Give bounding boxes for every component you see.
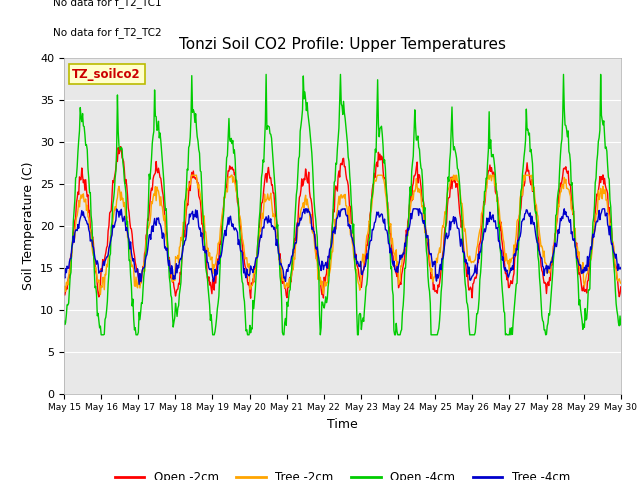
Tree -4cm bbox=[617, 264, 625, 270]
Open -4cm bbox=[214, 300, 222, 306]
Open -2cm bbox=[247, 295, 255, 301]
Tree -2cm bbox=[185, 184, 193, 190]
Open -4cm bbox=[262, 72, 270, 77]
Tree -2cm bbox=[428, 266, 436, 272]
Open -2cm bbox=[60, 284, 68, 289]
Open -2cm bbox=[412, 170, 419, 176]
Tree -4cm bbox=[428, 257, 436, 263]
Line: Tree -4cm: Tree -4cm bbox=[64, 209, 621, 285]
Open -2cm bbox=[70, 225, 78, 231]
Y-axis label: Soil Temperature (C): Soil Temperature (C) bbox=[22, 161, 35, 290]
Tree -2cm bbox=[60, 289, 68, 295]
Tree -4cm bbox=[60, 272, 68, 277]
Line: Open -2cm: Open -2cm bbox=[64, 147, 621, 298]
Open -2cm bbox=[617, 284, 625, 290]
Tree -2cm bbox=[97, 292, 104, 298]
Title: Tonzi Soil CO2 Profile: Upper Temperatures: Tonzi Soil CO2 Profile: Upper Temperatur… bbox=[179, 37, 506, 52]
Tree -2cm bbox=[617, 280, 625, 286]
Tree -2cm bbox=[188, 172, 196, 178]
Tree -4cm bbox=[127, 250, 135, 255]
Tree -2cm bbox=[412, 186, 419, 192]
Line: Tree -2cm: Tree -2cm bbox=[64, 175, 621, 295]
Open -2cm bbox=[128, 232, 136, 238]
Line: Open -4cm: Open -4cm bbox=[64, 74, 621, 335]
Text: No data for f_T2_TC1: No data for f_T2_TC1 bbox=[53, 0, 161, 8]
Tree -2cm bbox=[70, 239, 78, 245]
Open -4cm bbox=[617, 322, 625, 328]
Open -4cm bbox=[70, 207, 78, 213]
Open -4cm bbox=[185, 144, 193, 150]
Open -4cm bbox=[428, 332, 436, 338]
Text: TZ_soilco2: TZ_soilco2 bbox=[72, 68, 141, 81]
Tree -4cm bbox=[214, 258, 222, 264]
Legend: Open -2cm, Tree -2cm, Open -4cm, Tree -4cm: Open -2cm, Tree -2cm, Open -4cm, Tree -4… bbox=[110, 466, 575, 480]
Text: No data for f_T2_TC2: No data for f_T2_TC2 bbox=[53, 27, 161, 38]
Open -4cm bbox=[60, 318, 68, 324]
Open -2cm bbox=[214, 256, 222, 262]
Open -4cm bbox=[97, 332, 105, 338]
Tree -4cm bbox=[302, 206, 310, 212]
Open -2cm bbox=[116, 144, 124, 150]
Tree -2cm bbox=[128, 262, 136, 268]
Open -4cm bbox=[128, 303, 136, 309]
X-axis label: Time: Time bbox=[327, 418, 358, 431]
Open -2cm bbox=[428, 272, 436, 277]
Tree -4cm bbox=[135, 282, 143, 288]
Tree -2cm bbox=[215, 241, 223, 247]
Tree -4cm bbox=[412, 206, 419, 212]
Open -2cm bbox=[185, 190, 193, 196]
Tree -4cm bbox=[185, 221, 193, 227]
Tree -4cm bbox=[70, 240, 78, 245]
Open -4cm bbox=[412, 124, 419, 130]
